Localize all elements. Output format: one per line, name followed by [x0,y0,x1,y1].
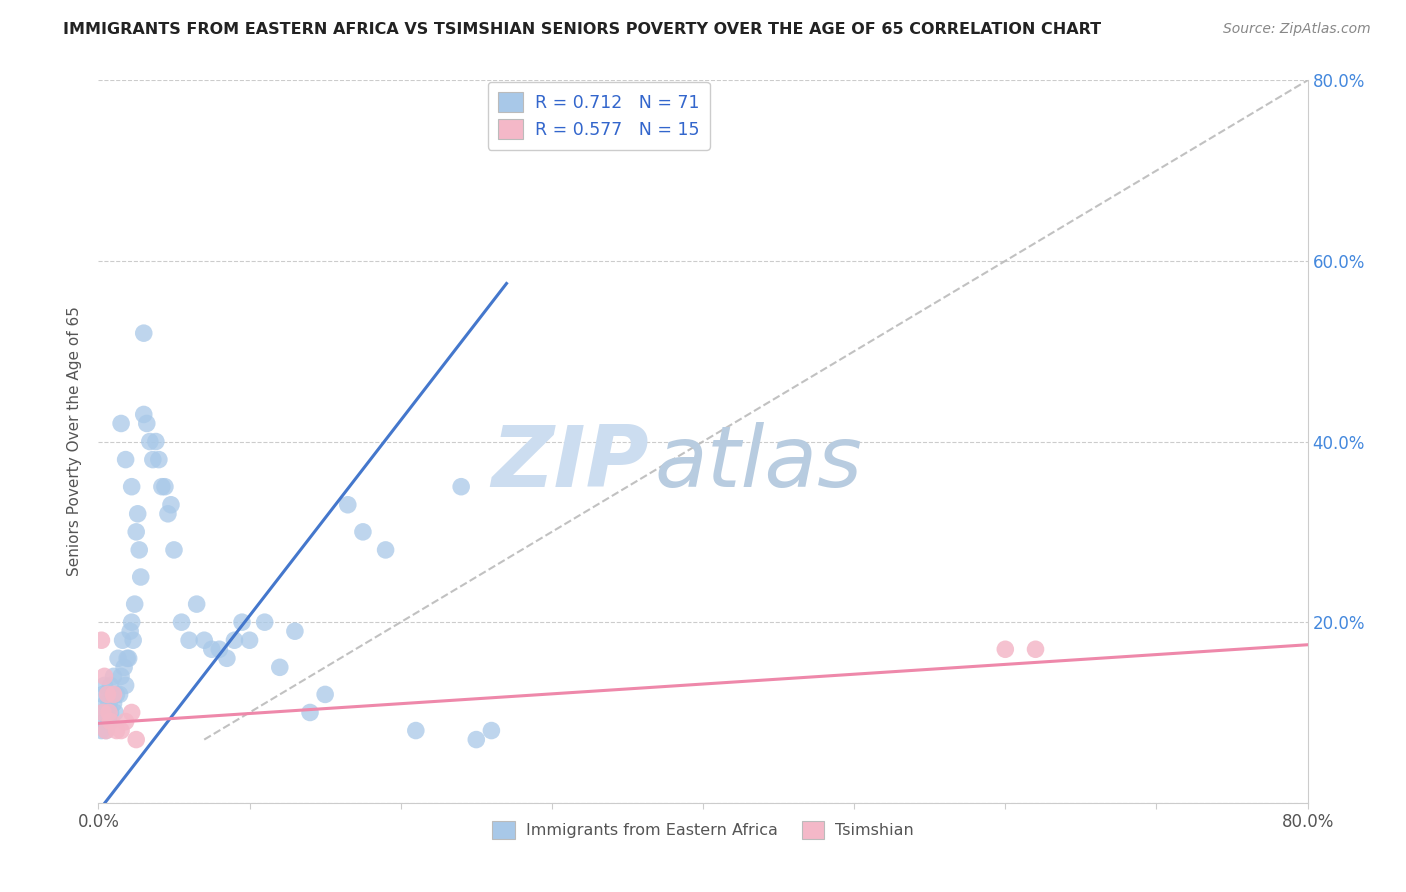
Point [91,706,114,720]
Point [103,697,125,711]
Point [156,507,179,521]
Legend: Immigrants from Eastern Africa, Tsimshian: Immigrants from Eastern Africa, Tsimshia… [486,814,920,846]
Point [129,570,152,584]
Point [107,651,129,665]
Point [93,678,115,692]
Point [253,615,276,630]
Text: ZIP: ZIP [491,422,648,505]
Point [114,452,136,467]
Point [374,542,396,557]
Point [120,624,142,639]
Point [112,660,135,674]
Point [336,498,359,512]
Point [104,706,127,720]
Point [132,408,155,422]
Point [142,452,165,467]
Point [101,687,124,701]
Text: IMMIGRANTS FROM EASTERN AFRICA VS TSIMSHIAN SENIORS POVERTY OVER THE AGE OF 65 C: IMMIGRANTS FROM EASTERN AFRICA VS TSIMSH… [63,22,1101,37]
Point [111,633,134,648]
Text: atlas: atlas [655,422,863,505]
Point [193,633,215,648]
Point [110,669,132,683]
Point [114,714,136,729]
Point [118,651,141,665]
Point [132,326,155,340]
Point [208,642,231,657]
Point [269,660,291,674]
Point [994,642,1017,657]
Point [96,706,118,720]
Point [160,498,183,512]
Point [100,678,122,692]
Point [127,507,149,521]
Point [1024,642,1046,657]
Point [224,633,246,648]
Point [186,597,208,611]
Point [284,624,307,639]
Point [93,714,115,729]
Point [299,706,322,720]
Point [96,687,118,701]
Point [135,417,157,431]
Point [125,524,148,539]
Y-axis label: Seniors Poverty Over the Age of 65: Seniors Poverty Over the Age of 65 [66,307,82,576]
Point [98,706,121,720]
Point [110,723,132,738]
Point [121,615,143,630]
Point [148,452,170,467]
Point [125,732,148,747]
Point [93,669,115,683]
Point [215,651,238,665]
Point [121,480,143,494]
Text: Source: ZipAtlas.com: Source: ZipAtlas.com [1223,22,1371,37]
Point [179,633,201,648]
Point [150,480,173,494]
Point [121,706,143,720]
Point [105,687,128,701]
Point [124,597,146,611]
Point [115,651,138,665]
Point [481,723,503,738]
Point [465,732,488,747]
Point [405,723,427,738]
Point [239,633,262,648]
Point [94,723,117,738]
Point [94,697,117,711]
Point [103,669,125,683]
Point [163,542,186,557]
Point [98,697,121,711]
Point [231,615,253,630]
Point [94,723,117,738]
Point [122,633,145,648]
Point [139,434,162,449]
Point [352,524,374,539]
Point [170,615,193,630]
Point [314,687,336,701]
Point [100,706,122,720]
Point [90,633,112,648]
Point [98,714,121,729]
Point [91,706,114,720]
Point [108,687,131,701]
Point [145,434,167,449]
Point [450,480,472,494]
Point [128,542,150,557]
Point [96,687,118,701]
Point [153,480,176,494]
Point [103,687,125,701]
Point [105,723,128,738]
Point [91,687,114,701]
Point [114,678,136,692]
Point [110,417,132,431]
Point [100,714,122,729]
Point [90,723,112,738]
Point [201,642,224,657]
